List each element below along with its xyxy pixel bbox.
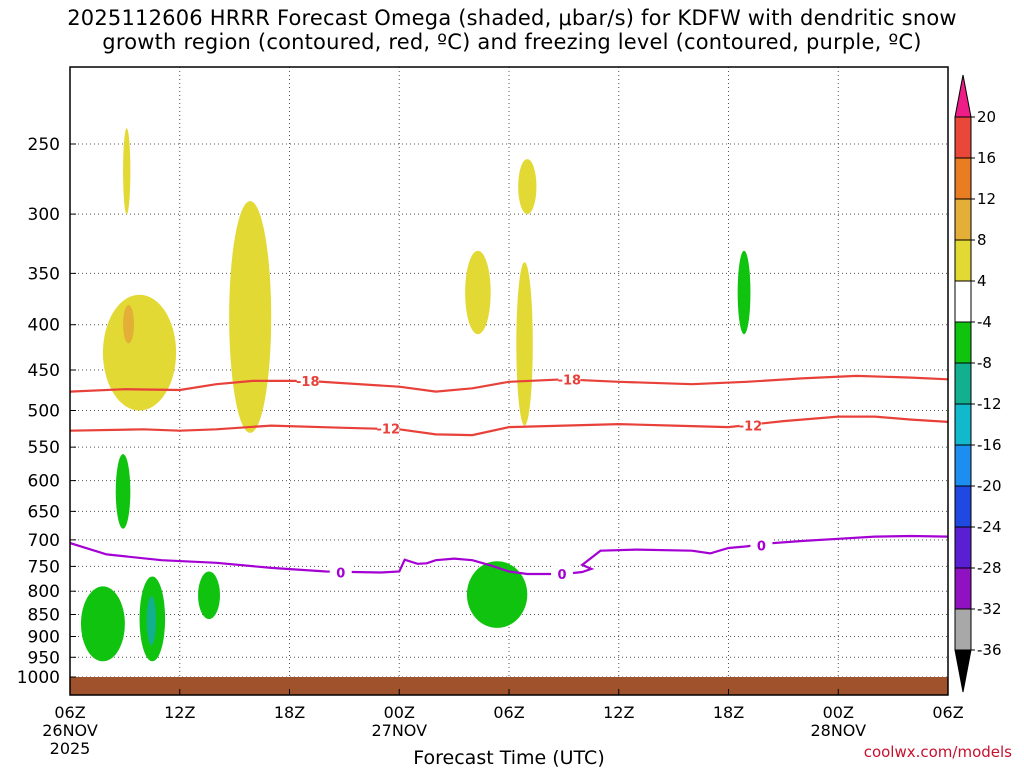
y-tick-label: 600 bbox=[28, 472, 60, 492]
colorbar-label: -20 bbox=[977, 477, 1002, 495]
colorbar-segment bbox=[954, 403, 972, 446]
colorbar-label: 16 bbox=[977, 149, 996, 167]
x-axis-title: Forecast Time (UTC) bbox=[413, 747, 604, 768]
colorbar-label: 12 bbox=[977, 190, 996, 208]
credit-link[interactable]: coolwx.com/models bbox=[863, 743, 1012, 761]
contour-label: 0 bbox=[336, 566, 345, 581]
colorbar-label: -28 bbox=[977, 559, 1002, 577]
colorbar-segment bbox=[954, 198, 972, 241]
colorbar-segment bbox=[954, 362, 972, 405]
colorbar: 20 16 12 8 4 -4 -8 -12 -16 -20 -24 -28 -32 -36 bbox=[954, 74, 1002, 693]
colorbar-segment bbox=[954, 239, 972, 282]
chart-title: 2025112606 HRRR Forecast Omega (shaded, … bbox=[67, 6, 957, 54]
colorbar-label: -8 bbox=[977, 354, 992, 372]
colorbar-segment bbox=[954, 567, 972, 610]
colorbar-label: -24 bbox=[977, 518, 1002, 536]
contour-line bbox=[69, 374, 949, 393]
contour-label-bg bbox=[377, 420, 400, 437]
contour-line bbox=[69, 415, 949, 437]
contour-label: -18 bbox=[296, 375, 320, 390]
y-tick-label: 700 bbox=[28, 531, 60, 551]
contour-label: -18 bbox=[558, 373, 582, 388]
x-tick-label: 12Z bbox=[164, 703, 195, 722]
omega-ascent-area bbox=[518, 159, 537, 215]
colorbar-segment bbox=[954, 444, 972, 487]
y-tick-label: 850 bbox=[28, 606, 60, 626]
y-axis: 2503003504004505005506006507007508008509… bbox=[17, 135, 76, 688]
contour-label-bg bbox=[558, 371, 581, 388]
x-tick-date: 26NOV bbox=[42, 721, 98, 740]
contour-label-bg bbox=[750, 537, 773, 554]
x-tick-label: 12Z bbox=[603, 703, 634, 722]
omega-ascent-area bbox=[123, 304, 135, 344]
x-tick-label: 00Z bbox=[823, 703, 854, 722]
x-tick-date: 27NOV bbox=[371, 721, 427, 740]
colorbar-label: -4 bbox=[977, 313, 992, 331]
x-tick-label: 00Z bbox=[384, 703, 415, 722]
x-tick-label: 18Z bbox=[713, 703, 744, 722]
contour-lines: -18 -18 -12 -12 0 0 0 bbox=[69, 371, 949, 583]
colorbar-label: -32 bbox=[977, 600, 1002, 618]
y-tick-label: 550 bbox=[28, 438, 60, 458]
colorbar-segment bbox=[954, 485, 972, 528]
omega-shading bbox=[80, 128, 751, 662]
y-tick-label: 950 bbox=[28, 648, 60, 668]
y-tick-label: 300 bbox=[28, 205, 60, 225]
colorbar-segment bbox=[954, 321, 972, 364]
contour-label-bg bbox=[296, 372, 319, 389]
y-tick-label: 650 bbox=[28, 502, 60, 522]
colorbar-label: 8 bbox=[977, 231, 987, 249]
x-tick-label: 06Z bbox=[493, 703, 524, 722]
omega-ascent-area bbox=[102, 294, 177, 411]
contour-label-bg bbox=[551, 566, 574, 583]
omega-ascent-area bbox=[465, 250, 491, 335]
contour-label: -12 bbox=[739, 420, 763, 435]
grid-lines bbox=[70, 67, 948, 695]
omega-descent-area bbox=[115, 454, 131, 529]
omega-descent-area bbox=[466, 561, 528, 628]
x-tick-label: 06Z bbox=[54, 703, 85, 722]
contour-label-bg bbox=[329, 564, 352, 581]
contour-label: -12 bbox=[377, 423, 401, 438]
contour-label: 0 bbox=[757, 539, 766, 554]
y-tick-label: 400 bbox=[28, 316, 60, 336]
colorbar-label: 4 bbox=[977, 272, 987, 290]
x-tick-label: 06Z bbox=[932, 703, 963, 722]
x-tick-year: 2025 bbox=[50, 739, 91, 758]
omega-descent-area bbox=[80, 586, 125, 662]
y-tick-label: 800 bbox=[28, 582, 60, 602]
y-tick-label: 1000 bbox=[17, 668, 60, 688]
colorbar-label: -36 bbox=[977, 641, 1002, 659]
contour-label: 0 bbox=[558, 568, 567, 583]
y-tick-label: 900 bbox=[28, 627, 60, 647]
omega-descent-area bbox=[737, 250, 751, 335]
colorbar-top-arrow bbox=[954, 74, 972, 118]
omega-descent-area bbox=[146, 595, 156, 645]
colorbar-segment bbox=[954, 157, 972, 200]
contour-label-bg bbox=[739, 417, 762, 434]
omega-ascent-area bbox=[229, 201, 272, 433]
y-tick-label: 350 bbox=[28, 264, 60, 284]
colorbar-label: -16 bbox=[977, 436, 1002, 454]
y-tick-label: 250 bbox=[28, 135, 60, 155]
x-tick-date: 28NOV bbox=[810, 721, 866, 740]
colorbar-label: 20 bbox=[977, 108, 996, 126]
omega-ascent-area bbox=[516, 262, 533, 426]
colorbar-label: -12 bbox=[977, 395, 1002, 413]
y-tick-label: 450 bbox=[28, 361, 60, 381]
omega-descent-area bbox=[198, 571, 220, 620]
omega-ascent-area bbox=[123, 128, 131, 215]
x-tick-label: 18Z bbox=[274, 703, 305, 722]
colorbar-segment bbox=[954, 280, 972, 323]
colorbar-segment bbox=[954, 116, 972, 159]
colorbar-segment bbox=[954, 526, 972, 569]
y-tick-label: 500 bbox=[28, 402, 60, 422]
colorbar-bottom-arrow bbox=[954, 649, 972, 693]
y-tick-label: 750 bbox=[28, 557, 60, 577]
colorbar-segment bbox=[954, 608, 972, 651]
